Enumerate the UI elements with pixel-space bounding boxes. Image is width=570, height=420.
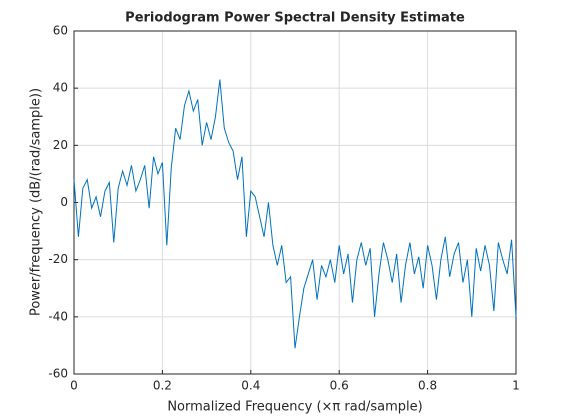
y-tick-label: 0 [60, 195, 68, 209]
y-tick-label: 40 [53, 81, 68, 95]
y-tick-label: 20 [53, 138, 68, 152]
data-line [73, 79, 517, 349]
y-tick-label: -20 [48, 252, 68, 266]
x-tick-label: 0.4 [241, 379, 260, 393]
x-tick-label: 0.2 [153, 379, 172, 393]
y-tick-label: -40 [48, 309, 68, 323]
x-axis-label: Normalized Frequency (×π rad/sample) [167, 400, 422, 415]
x-tick-label: 0 [70, 379, 78, 393]
y-tick-label: -60 [48, 367, 68, 381]
x-tick-label: 0.6 [330, 379, 349, 393]
y-tick-label: 60 [53, 24, 68, 38]
chart-title: Periodogram Power Spectral Density Estim… [125, 11, 465, 26]
x-tick-label: 1 [512, 379, 520, 393]
plot-frame [73, 30, 517, 375]
x-tick-label: 0.8 [418, 379, 437, 393]
y-axis-label: Power/frequency (dB/(rad/sample)) [29, 88, 44, 316]
